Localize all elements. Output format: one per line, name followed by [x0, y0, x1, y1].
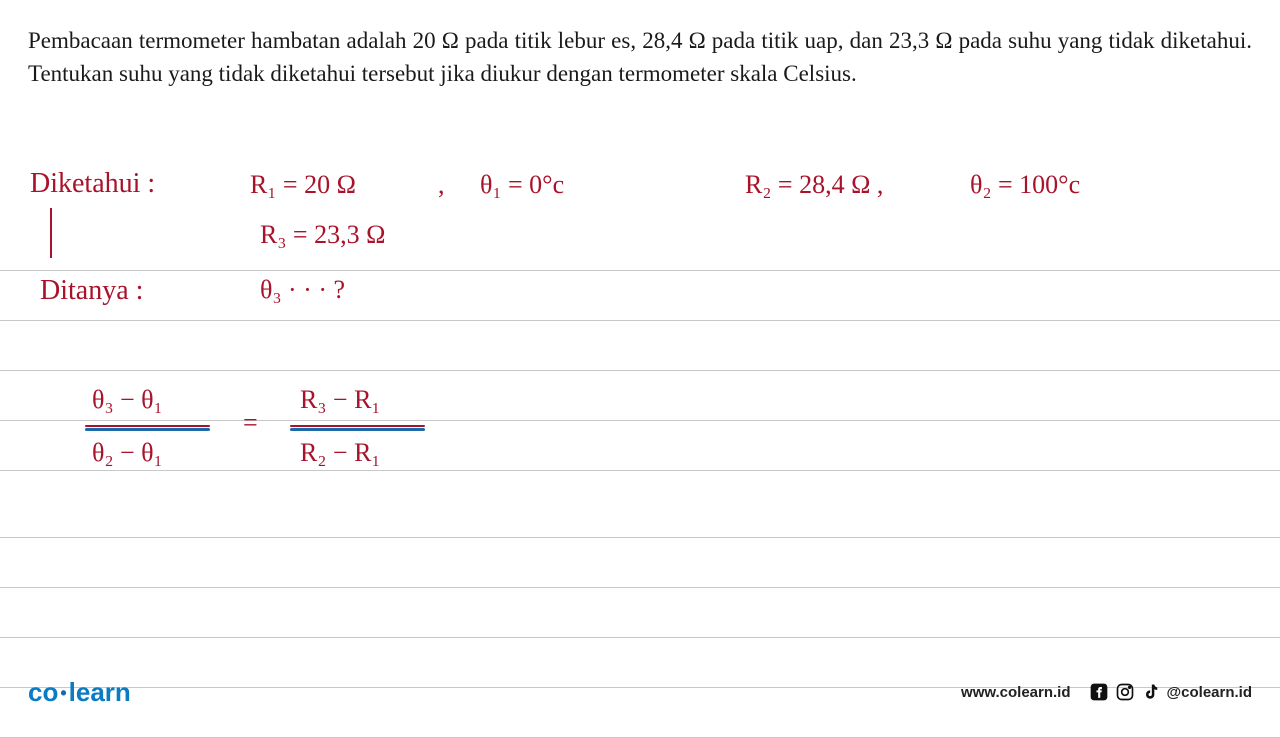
r2-value: R₂ = 28,4 Ω ,	[745, 170, 883, 200]
ruled-line	[0, 270, 1280, 271]
ruled-line	[0, 370, 1280, 371]
frac-left-numerator: θ₃ − θ₁	[92, 385, 163, 415]
r1-comma: ,	[438, 170, 445, 200]
ruled-line	[0, 470, 1280, 471]
ruled-line	[0, 537, 1280, 538]
vertical-stroke	[50, 208, 52, 258]
footer-url: www.colearn.id	[961, 684, 1070, 701]
r3-value: R₃ = 23,3 Ω	[260, 220, 385, 250]
frac-right-denominator: R₂ − R₁	[300, 438, 380, 468]
r1-value: R₁ = 20 Ω	[250, 170, 356, 200]
problem-statement: Pembacaan termometer hambatan adalah 20 …	[0, 0, 1280, 107]
frac-left-underline	[85, 428, 210, 431]
ruled-line	[0, 420, 1280, 421]
frac-left-line	[85, 425, 210, 427]
facebook-icon	[1089, 682, 1109, 702]
logo-learn: learn	[69, 677, 131, 707]
diketahui-label: Diketahui :	[30, 168, 155, 200]
frac-right-numerator: R₃ − R₁	[300, 385, 380, 415]
footer: co•learn www.colearn.id @colearn.id	[0, 664, 1280, 720]
theta3-question: θ₃ · · · ?	[260, 275, 345, 305]
footer-right: www.colearn.id @colearn.id	[961, 682, 1252, 702]
ditanya-label: Ditanya :	[40, 275, 143, 307]
social-handle: @colearn.id	[1167, 684, 1252, 701]
theta2-value: θ₂ = 100°c	[970, 170, 1080, 200]
theta1-value: θ₁ = 0°c	[480, 170, 564, 200]
ruled-line	[0, 637, 1280, 638]
ruled-line	[0, 320, 1280, 321]
frac-left-denominator: θ₂ − θ₁	[92, 438, 163, 468]
logo-co: co	[28, 677, 58, 707]
ruled-line	[0, 587, 1280, 588]
tiktok-icon	[1141, 682, 1161, 702]
frac-right-line	[290, 425, 425, 427]
frac-right-underline	[290, 428, 425, 431]
instagram-icon	[1115, 682, 1135, 702]
equals-sign: =	[243, 408, 258, 438]
social-icons: @colearn.id	[1089, 682, 1252, 702]
logo-dot: •	[58, 683, 68, 703]
problem-text-content: Pembacaan termometer hambatan adalah 20 …	[28, 28, 1252, 86]
colearn-logo: co•learn	[28, 677, 131, 708]
